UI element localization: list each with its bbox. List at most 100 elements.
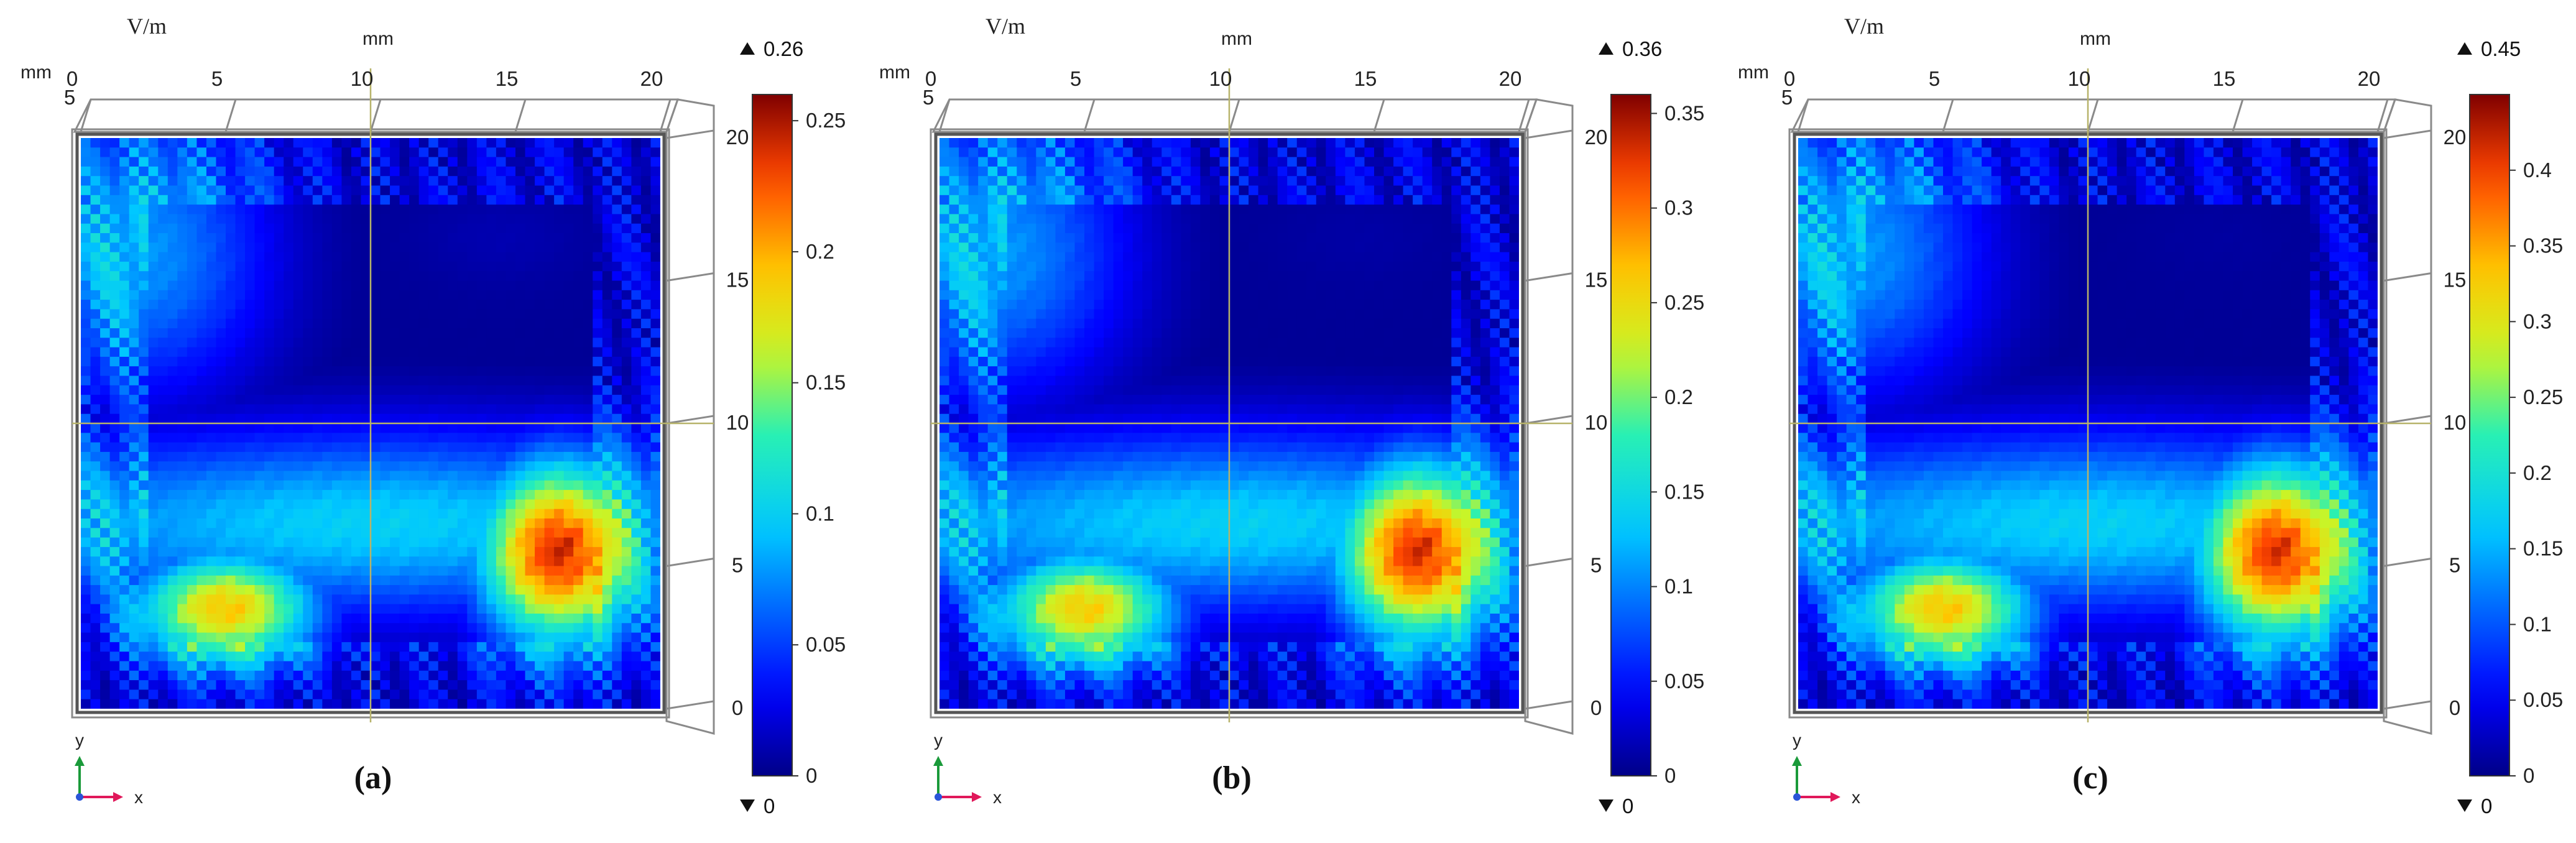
y-tick-label: 0 [732, 696, 743, 719]
x-tick-label: 20 [640, 67, 663, 90]
triad-x-label: x [134, 788, 143, 807]
colorbar-gradient [752, 94, 793, 776]
colorbar-tick-label: 0.25 [1664, 291, 1704, 314]
x-tick-label: 10 [351, 67, 374, 90]
colorbar-max-label: 0.45 [2481, 37, 2521, 60]
panel-caption: (a) [354, 760, 392, 796]
x-tick-label: 20 [1499, 67, 1522, 90]
y-tick-label: 20 [726, 126, 749, 149]
y-axis-unit: mm [21, 62, 52, 83]
x-tick-labels: 0 5 10 15 20 [67, 67, 663, 90]
x-tick-label: 10 [1209, 67, 1232, 90]
panel-caption: (b) [1212, 760, 1252, 796]
min-triangle-icon [2457, 799, 2472, 812]
colorbar-tick-label: 0.1 [2523, 612, 2552, 635]
y-tick-label: 0 [1590, 696, 1602, 719]
center-grid-lines [1789, 68, 2431, 722]
x-axis-unit: mm [1221, 29, 1252, 49]
x-tick-label: 15 [1354, 67, 1377, 90]
colorbar-tick-label: 0.35 [1664, 101, 1704, 124]
y-tick-label: 10 [2444, 411, 2467, 434]
colorbar: 0 0.05 0.1 0.15 0.2 0.25 0.26 0 [740, 37, 846, 818]
z-axis-dot-icon [1793, 793, 1801, 801]
colorbar-tick-label: 0.2 [2523, 461, 2552, 484]
x-tick-label: 5 [1070, 67, 1081, 90]
colorbar-tick-label: 0.05 [2523, 688, 2563, 711]
y-tick-label: 5 [2449, 554, 2460, 577]
x-tick-label: 0 [925, 67, 936, 90]
plot-panel-2: 0 5 10 15 20 5 mm mm V/m 0 5 10 15 20 0 0.05 0.1 0.15 0.2 0… [859, 0, 1717, 843]
colorbar-max-label: 0.36 [1622, 37, 1662, 60]
x-tick-label: 0 [67, 67, 78, 90]
colorbar-tick-label: 0.15 [806, 371, 846, 394]
y-tick-label: 15 [1585, 269, 1608, 292]
z-axis-dot-icon [76, 793, 83, 801]
center-grid-lines [931, 68, 1572, 722]
colorbar-tick-label: 0.25 [2523, 385, 2563, 408]
plot-svg: 0 5 10 15 205mmmmV/m0510152000.050.10.150.20… [21, 14, 846, 818]
y-axis-unit: mm [879, 62, 910, 83]
triad-y-label: y [1793, 730, 1801, 750]
colorbar-gradient [1610, 94, 1651, 776]
y-tick-labels: 0 5 10 15 20 [1585, 126, 1608, 719]
center-grid-lines [72, 68, 714, 722]
colorbar-tick-label: 0.05 [806, 633, 846, 656]
y-tick-label: 15 [2444, 269, 2467, 292]
y-tick-label: 10 [1585, 411, 1608, 434]
colorbar-gradient [2469, 94, 2510, 776]
max-triangle-icon [2457, 42, 2472, 55]
plot-panel-3: 0 5 10 15 20 5 mm mm V/m 0 5 10 15 20 0 0.05 0.1 0.15 0.2 0… [1717, 0, 2576, 843]
corner-tick-label: 5 [64, 86, 75, 109]
colorbar-tick-label: 0.05 [1664, 670, 1704, 693]
colorbar-tick-label: 0.25 [806, 109, 846, 132]
x-tick-labels: 0 5 10 15 20 [925, 67, 1522, 90]
colorbar-min-label: 0 [764, 795, 775, 818]
y-tick-label: 0 [2449, 696, 2460, 719]
corner-tick-label: 5 [923, 86, 934, 109]
colorbar: 0 0.05 0.1 0.15 0.2 0.25 0.3 0.35 0.4 0.45 0 [2457, 37, 2563, 818]
x-tick-label: 15 [2213, 67, 2236, 90]
y-tick-labels: 0 5 10 15 20 [2444, 126, 2467, 719]
min-triangle-icon [740, 799, 755, 812]
colorbar-tick-label: 0.1 [1664, 575, 1693, 598]
field-unit-label: V/m [1844, 14, 1884, 39]
panel-caption: (c) [2072, 760, 2108, 796]
colorbar-min-label: 0 [2481, 795, 2492, 818]
x-axis-unit: mm [2080, 29, 2111, 49]
y-tick-label: 5 [1590, 554, 1602, 577]
axis-triad: yx [75, 730, 143, 807]
triad-x-label: x [993, 788, 1002, 807]
field-unit-label: V/m [127, 14, 167, 39]
x-tick-labels: 0 5 10 15 20 [1784, 67, 2381, 90]
max-triangle-icon [1599, 42, 1613, 55]
axis-triad: yx [933, 730, 1002, 807]
y-tick-label: 15 [726, 269, 749, 292]
x-tick-label: 5 [211, 67, 223, 90]
colorbar-tick-label: 0.15 [1664, 480, 1704, 503]
colorbar-min-label: 0 [1622, 795, 1633, 818]
colorbar-max-label: 0.26 [764, 37, 803, 60]
x-axis-unit: mm [362, 29, 394, 49]
x-tick-label: 15 [496, 67, 519, 90]
heatmap-field [81, 138, 660, 709]
y-tick-label: 20 [2444, 126, 2467, 149]
plot-svg: 0 5 10 15 205mmmmV/m0510152000.050.10.150.20… [1738, 14, 2563, 818]
colorbar-tick-label: 0 [2523, 764, 2534, 787]
field-unit-label: V/m [986, 14, 1025, 39]
colorbar-tick-label: 0.1 [806, 502, 834, 525]
max-triangle-icon [740, 42, 755, 55]
colorbar-tick-label: 0 [806, 764, 817, 787]
y-tick-labels: 0 5 10 15 20 [726, 126, 749, 719]
heatmap-field [1798, 138, 2378, 709]
x-tick-label: 0 [1784, 67, 1795, 90]
plot-panel-1: 0 5 10 15 20 5 mm mm V/m 0 5 10 15 20 0 0.05 0.1 0.15 0.2 0… [0, 0, 859, 843]
triad-y-label: y [75, 730, 84, 750]
triad-y-label: y [934, 730, 943, 750]
x-tick-label: 20 [2358, 67, 2381, 90]
plot-svg: 0 5 10 15 205mmmmV/m0510152000.050.10.150.20… [879, 14, 1704, 818]
colorbar: 0 0.05 0.1 0.15 0.2 0.25 0.3 0.35 0.36 0 [1599, 37, 1704, 818]
heatmap-field [939, 138, 1519, 709]
colorbar-tick-label: 0.35 [2523, 234, 2563, 257]
triad-x-label: x [1852, 788, 1860, 807]
colorbar-tick-label: 0.2 [1664, 385, 1693, 408]
